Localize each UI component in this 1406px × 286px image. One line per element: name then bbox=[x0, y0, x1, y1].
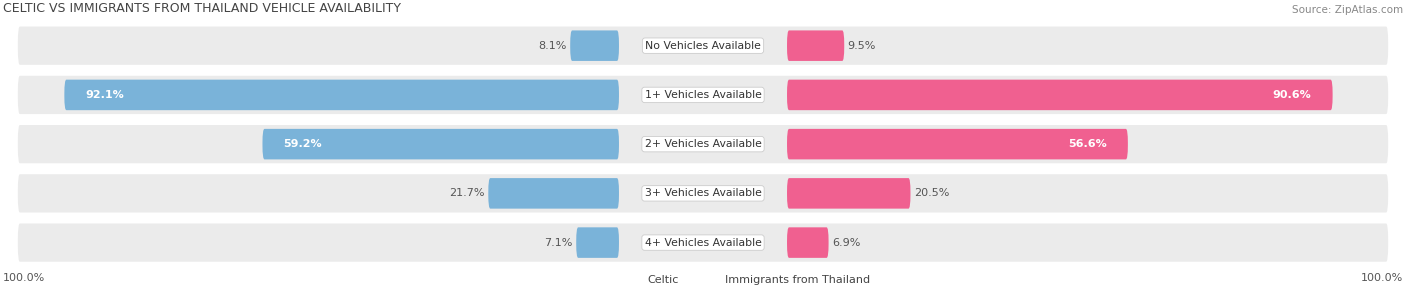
FancyBboxPatch shape bbox=[576, 227, 619, 258]
Text: 20.5%: 20.5% bbox=[914, 188, 949, 198]
Text: 100.0%: 100.0% bbox=[3, 273, 45, 283]
FancyBboxPatch shape bbox=[65, 80, 619, 110]
Text: 1+ Vehicles Available: 1+ Vehicles Available bbox=[644, 90, 762, 100]
Text: 7.1%: 7.1% bbox=[544, 238, 572, 248]
Text: 2+ Vehicles Available: 2+ Vehicles Available bbox=[644, 139, 762, 149]
FancyBboxPatch shape bbox=[630, 274, 643, 285]
FancyBboxPatch shape bbox=[17, 124, 1389, 164]
Text: 8.1%: 8.1% bbox=[538, 41, 567, 51]
FancyBboxPatch shape bbox=[17, 25, 1389, 66]
Text: 100.0%: 100.0% bbox=[1361, 273, 1403, 283]
FancyBboxPatch shape bbox=[17, 173, 1389, 214]
FancyBboxPatch shape bbox=[787, 129, 1128, 159]
FancyBboxPatch shape bbox=[17, 75, 1389, 115]
FancyBboxPatch shape bbox=[787, 30, 844, 61]
FancyBboxPatch shape bbox=[787, 80, 1333, 110]
Text: 56.6%: 56.6% bbox=[1069, 139, 1107, 149]
Text: 92.1%: 92.1% bbox=[86, 90, 124, 100]
Text: Celtic: Celtic bbox=[648, 275, 679, 285]
FancyBboxPatch shape bbox=[17, 223, 1389, 263]
Text: No Vehicles Available: No Vehicles Available bbox=[645, 41, 761, 51]
FancyBboxPatch shape bbox=[706, 274, 718, 285]
Text: 6.9%: 6.9% bbox=[832, 238, 860, 248]
Text: 21.7%: 21.7% bbox=[450, 188, 485, 198]
Text: 59.2%: 59.2% bbox=[284, 139, 322, 149]
Text: 90.6%: 90.6% bbox=[1272, 90, 1312, 100]
Text: Immigrants from Thailand: Immigrants from Thailand bbox=[724, 275, 870, 285]
FancyBboxPatch shape bbox=[787, 227, 828, 258]
Text: 9.5%: 9.5% bbox=[848, 41, 876, 51]
FancyBboxPatch shape bbox=[263, 129, 619, 159]
FancyBboxPatch shape bbox=[488, 178, 619, 208]
FancyBboxPatch shape bbox=[787, 178, 911, 208]
Text: 4+ Vehicles Available: 4+ Vehicles Available bbox=[644, 238, 762, 248]
Text: CELTIC VS IMMIGRANTS FROM THAILAND VEHICLE AVAILABILITY: CELTIC VS IMMIGRANTS FROM THAILAND VEHIC… bbox=[3, 2, 401, 15]
Text: 3+ Vehicles Available: 3+ Vehicles Available bbox=[644, 188, 762, 198]
FancyBboxPatch shape bbox=[571, 30, 619, 61]
Text: Source: ZipAtlas.com: Source: ZipAtlas.com bbox=[1292, 5, 1403, 15]
